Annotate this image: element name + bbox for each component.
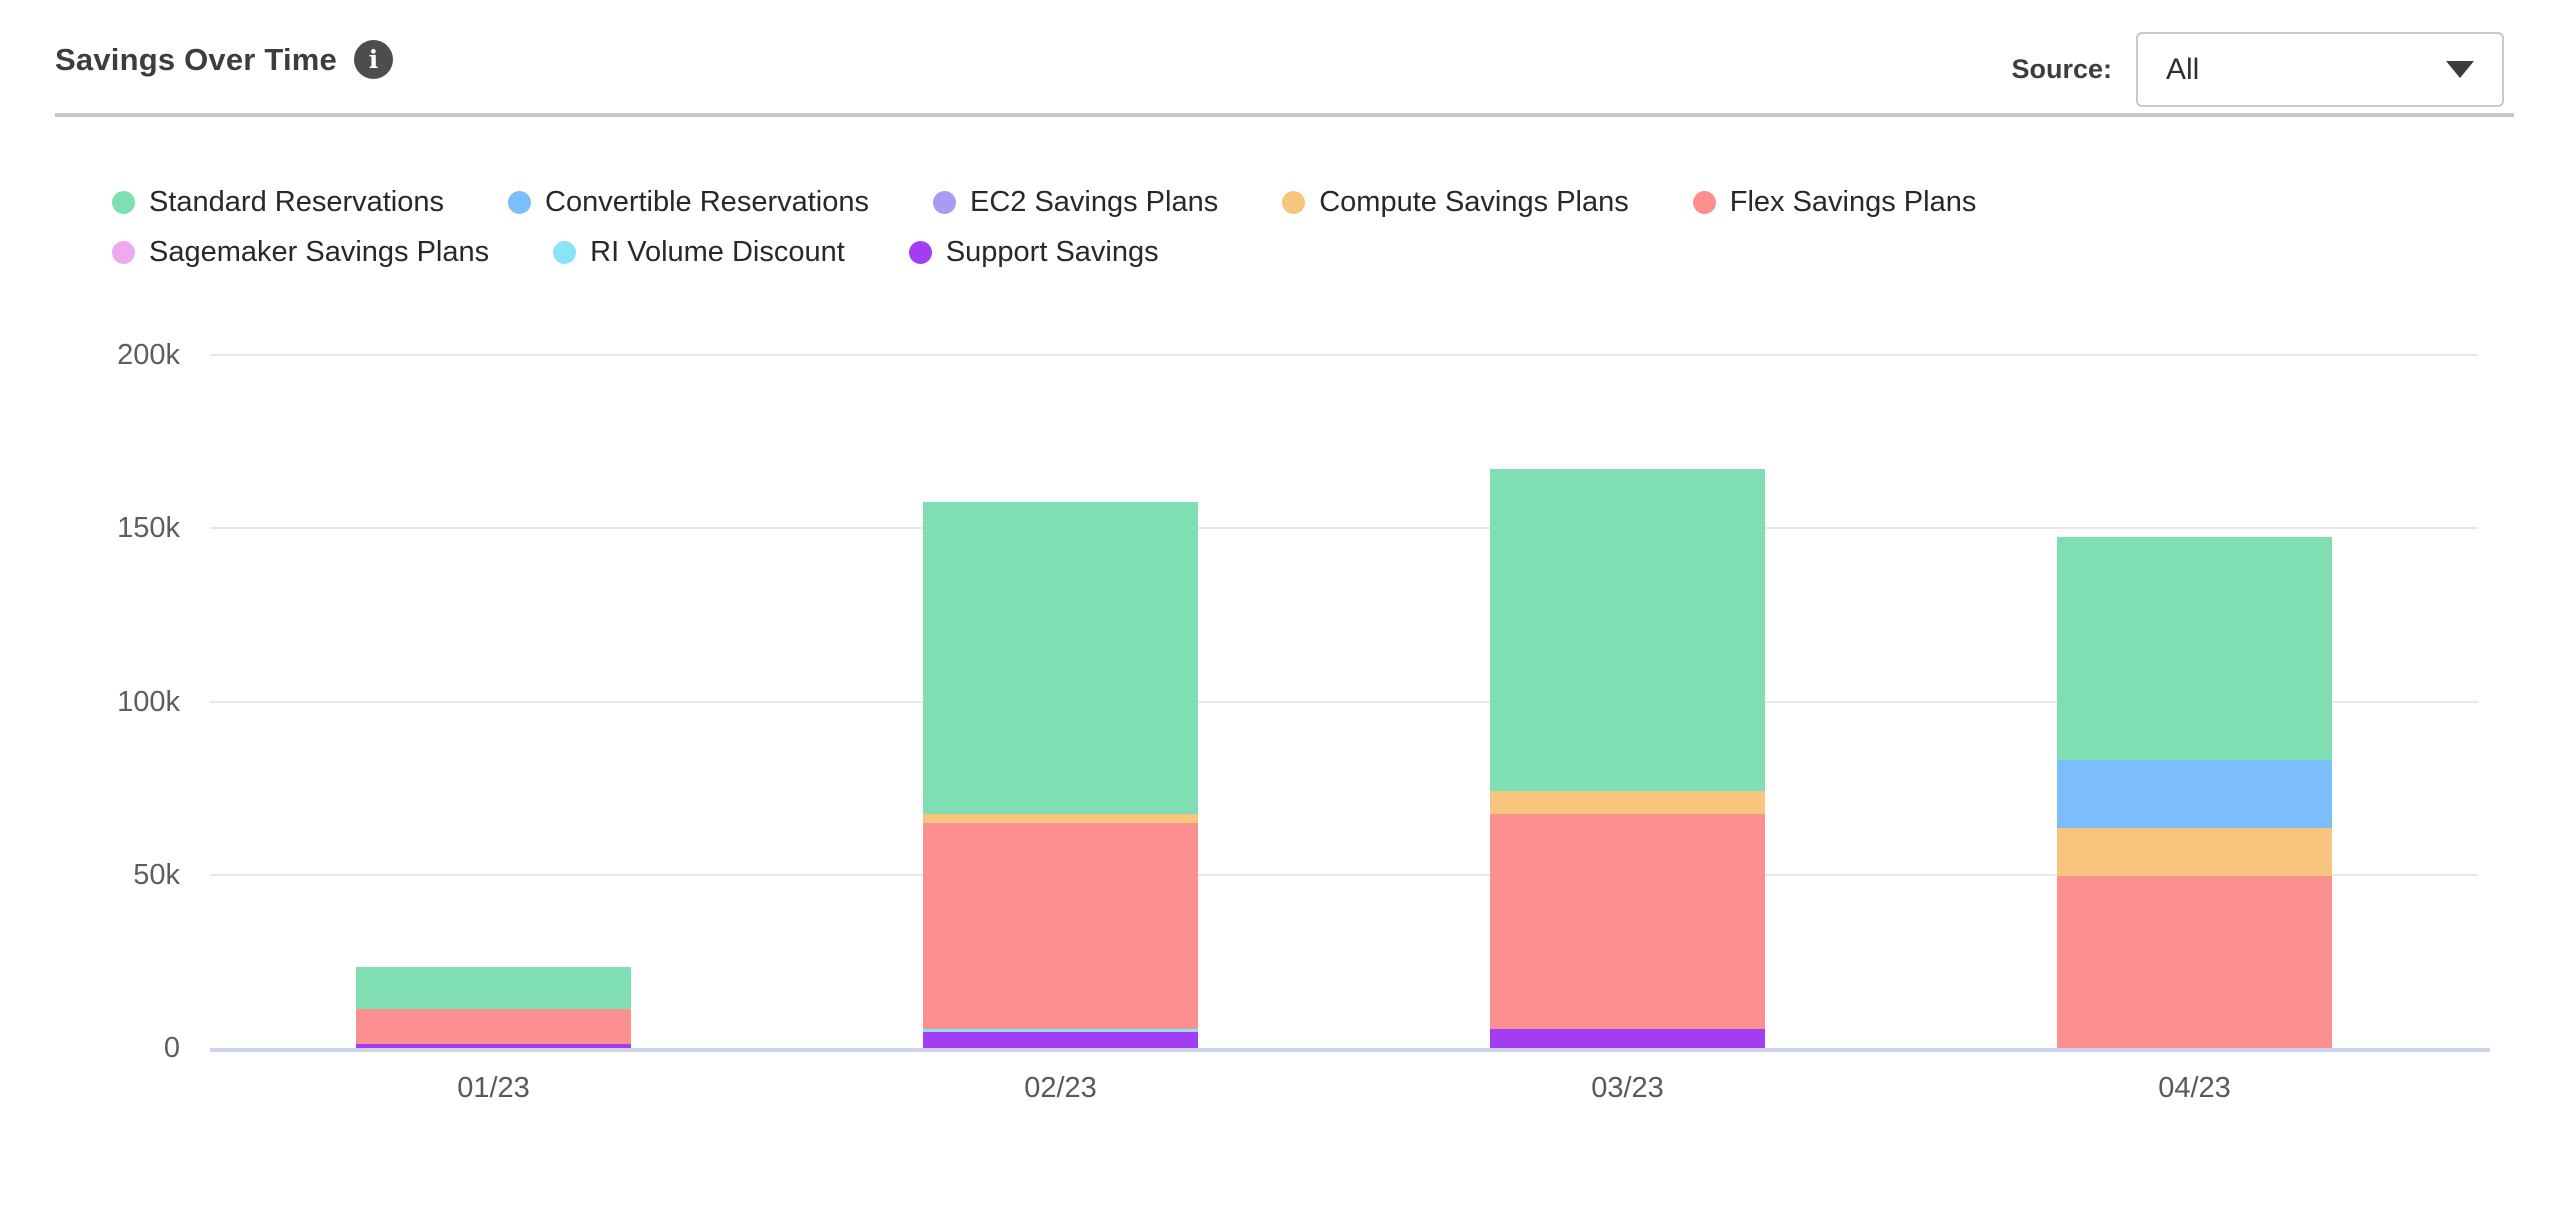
legend-item[interactable]: EC2 Savings Plans [932,186,1219,219]
bar-segment[interactable] [1490,814,1765,1029]
x-tick-label: 01/23 [457,1072,530,1104]
bar-segment[interactable] [1490,469,1765,792]
bar-segment[interactable] [923,1032,1198,1048]
x-tick-label: 03/23 [1591,1072,1664,1104]
legend-item[interactable]: Flex Savings Plans [1692,186,1977,219]
stacked-bar[interactable] [1490,469,1765,1048]
header-divider [55,113,2514,117]
bar-slot [210,355,777,1048]
bar-segment[interactable] [356,1043,631,1048]
bar-segment[interactable] [923,502,1198,815]
x-axis: 01/23 02/23 03/23 04/23 [210,1072,2478,1105]
bar-segment[interactable] [1490,1028,1765,1048]
legend-label: EC2 Savings Plans [969,186,1219,218]
bar-segment[interactable] [923,1029,1198,1033]
bar-segment[interactable] [1490,791,1765,815]
legend-dot [1282,191,1306,214]
bar-segment[interactable] [2057,876,2332,1048]
legend-item[interactable]: Standard Reservations [112,186,444,219]
legend-item[interactable]: RI Volume Discount [553,236,845,269]
legend-label: Standard Reservations [149,186,444,218]
gridline [210,873,2478,876]
legend-dot [112,241,135,264]
legend-label: Compute Savings Plans [1319,186,1629,218]
chevron-down-icon [2446,61,2474,78]
legend-dot [112,191,135,214]
bar-segment[interactable] [2057,760,2332,828]
legend-label: Convertible Reservations [545,186,869,218]
gridline [210,527,2478,530]
bar-segment[interactable] [356,1008,631,1044]
y-axis: 200k 150k 100k 50k 0 [0,339,180,1064]
gridline [210,700,2478,703]
legend-item[interactable]: Convertible Reservations [508,186,869,219]
page-title: Savings Over Time [55,41,337,77]
y-tick-label: 100k [117,685,180,718]
stacked-bar[interactable] [356,967,631,1048]
legend: Standard Reservations Convertible Reserva… [112,186,2212,269]
bar-slot [777,355,1344,1048]
legend-label: Flex Savings Plans [1729,186,1977,218]
x-tick-label: 02/23 [1024,1072,1097,1104]
bar-segment[interactable] [2057,827,2332,877]
source-label: Source: [2011,54,2112,84]
x-axis-line [210,1048,2490,1052]
y-tick-label: 150k [117,512,180,545]
plot-area [210,354,2490,1052]
bar-slot [1911,355,2478,1048]
legend-label: Support Savings [945,236,1159,268]
y-tick-label: 0 [163,1032,180,1064]
legend-item[interactable]: Sagemaker Savings Plans [112,236,489,269]
info-icon[interactable]: i [353,40,393,79]
legend-label: Sagemaker Savings Plans [149,236,490,268]
stacked-bar[interactable] [923,502,1198,1048]
legend-dot [932,191,956,214]
bar-slot [1344,355,1911,1048]
x-tick-label: 04/23 [2158,1072,2231,1104]
y-tick-label: 50k [133,858,180,891]
bar-segment[interactable] [2057,536,2332,761]
legend-dot [553,241,577,264]
legend-item[interactable]: Compute Savings Plans [1282,186,1629,219]
stacked-bar[interactable] [2057,536,2332,1048]
legend-dot [908,241,932,264]
y-tick-label: 200k [117,339,180,371]
source-dropdown-value: All [2166,52,2200,86]
source-control: Source: All [2011,32,2504,107]
bars-container [210,355,2478,1048]
bar-segment[interactable] [356,967,631,1009]
legend-item[interactable]: Support Savings [908,236,1159,269]
chart-header: Savings Over Time i [55,40,393,79]
legend-dot [508,191,531,214]
legend-label: RI Volume Discount [590,236,845,268]
legend-dot [1692,191,1716,214]
gridline [210,354,2478,356]
bar-segment[interactable] [923,814,1198,824]
source-dropdown[interactable]: All [2136,32,2504,107]
bar-segment[interactable] [923,823,1198,1030]
